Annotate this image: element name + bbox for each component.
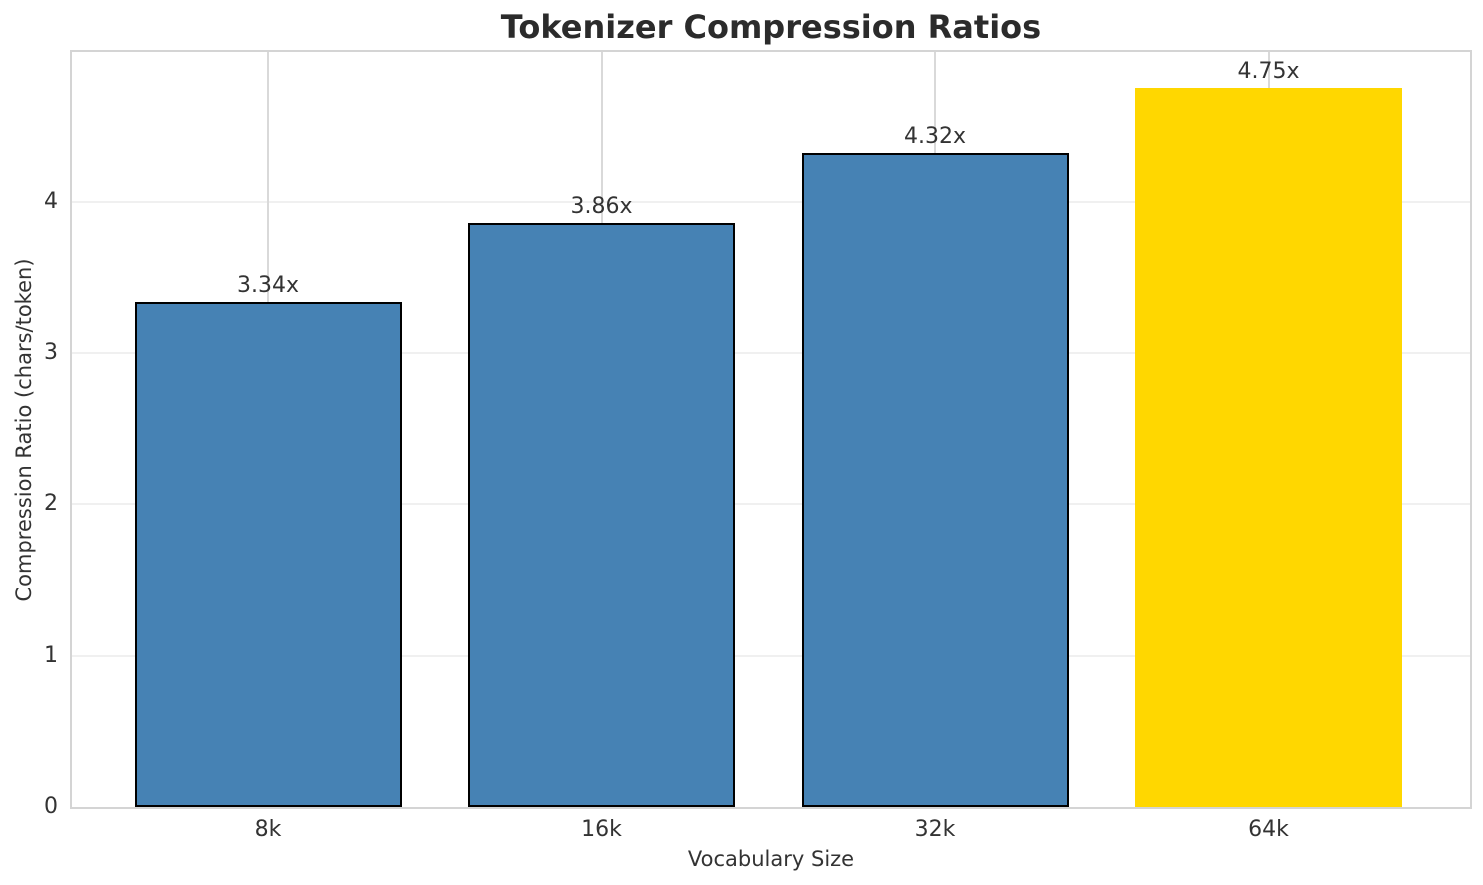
y-tick-label: 3 (44, 340, 58, 366)
x-tick-label: 16k (581, 817, 622, 842)
y-tick-label: 4 (44, 188, 58, 214)
bar-64k (1135, 88, 1402, 807)
bar-value-label: 3.86x (570, 193, 633, 219)
y-gridline (72, 654, 1470, 657)
x-tick-label: 64k (1248, 817, 1289, 842)
bar-32k (801, 153, 1069, 807)
plot-area: 3.34x 3.86x 4.32x 4.75x (70, 50, 1472, 809)
y-gridline (72, 503, 1470, 506)
x-tick-label: 32k (914, 817, 956, 842)
y-tick-label: 1 (44, 642, 58, 668)
bar-value-label: 4.32x (903, 124, 966, 150)
x-tick-label: 8k (254, 817, 282, 842)
bar-value-label: 4.75x (1237, 59, 1300, 85)
y-gridline (72, 352, 1470, 355)
bar-value-label: 3.34x (236, 272, 299, 298)
chart-title: Tokenizer Compression Ratios (500, 8, 1042, 46)
bar-8k (134, 301, 402, 807)
y-gridline (72, 200, 1470, 203)
y-tick-label: 0 (44, 794, 58, 819)
bar-16k (468, 222, 735, 807)
y-tick-label: 2 (44, 491, 58, 517)
x-axis-label: Vocabulary Size (687, 847, 855, 871)
y-axis-label: Compression Ratio (chars/token) (12, 258, 36, 602)
